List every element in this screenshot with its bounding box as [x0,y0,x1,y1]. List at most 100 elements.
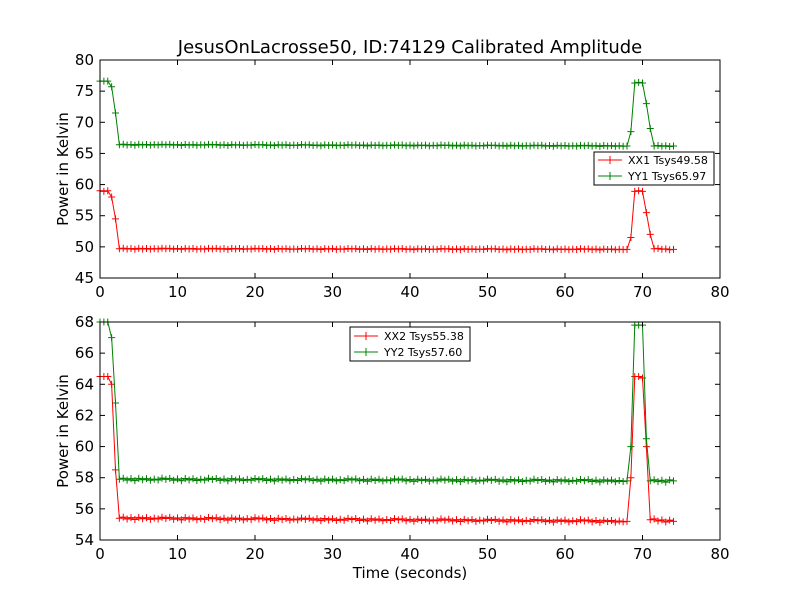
data-point-marker [135,474,143,482]
data-point-marker [360,475,367,483]
data-point-marker [251,474,259,482]
data-point-marker [530,515,538,523]
bottom-legend-entry-1: YY2 Tsys57.60 [354,346,462,359]
data-point-marker [228,141,236,149]
data-point-marker [236,245,243,253]
data-point-marker [565,518,573,526]
data-point-marker [154,141,162,149]
x-tick-label: 30 [323,283,342,301]
data-point-marker [278,476,286,484]
data-point-marker [301,515,309,523]
data-point-marker [422,515,429,523]
data-point-marker [398,141,406,149]
data-point-marker [375,515,383,523]
data-point-marker [220,245,228,253]
data-point-marker [267,245,274,253]
data-point-marker [542,142,550,150]
data-point-marker [619,477,627,485]
x-tick-label: 80 [710,545,729,563]
data-point-marker [228,514,236,522]
bottom-legend-box [349,326,471,362]
data-point-marker [309,516,317,524]
data-point-marker [363,477,371,485]
data-point-marker [580,517,588,525]
legend-label-yy1: YY1 Tsys65.97 [627,170,706,183]
data-point-marker [433,142,441,150]
data-point-marker [670,477,677,485]
data-point-marker [437,475,445,483]
data-point-marker [608,476,615,484]
data-point-marker [321,515,329,523]
data-point-marker [236,514,243,522]
data-point-marker [356,477,364,485]
data-point-marker [212,474,220,482]
data-point-marker [313,475,321,483]
data-point-marker [402,477,410,485]
data-point-marker [557,517,565,525]
data-point-marker [282,514,290,522]
data-point-marker [476,516,484,524]
data-point-marker [267,475,274,483]
top-legend-entry-0: XX1 Tsys49.58 [598,154,708,167]
data-point-marker [243,475,251,483]
data-point-marker [154,476,162,484]
data-point-marker [139,515,147,523]
data-point-marker [553,516,561,524]
data-point-marker [654,478,662,486]
data-point-marker [367,515,375,523]
data-point-marker [216,516,224,524]
data-point-marker [623,142,631,150]
data-point-marker [515,245,522,253]
data-point-marker [212,514,220,522]
data-point-marker [115,514,123,522]
bottom-y-axis-label: Power in Kelvin [54,374,72,488]
data-point-marker [588,142,596,150]
data-point-marker [569,517,577,525]
data-point-marker [224,516,232,524]
data-point-marker [177,516,185,524]
data-point-marker [247,245,255,253]
data-point-marker [495,477,503,485]
data-point-marker [104,187,112,195]
bottom-subplot: 0 10 20 30 40 50 60 70 80 54 56 58 60 62 64 66 68 Power … [54,313,730,582]
data-point-marker [518,518,526,526]
data-point-marker [507,141,515,149]
data-point-marker [596,478,604,486]
data-point-marker [309,477,317,485]
top-legend-box [593,151,715,186]
data-point-marker [309,245,317,253]
data-point-marker [181,140,189,148]
data-point-marker [515,141,522,149]
data-point-marker [406,245,414,253]
data-point-marker [383,516,391,524]
data-point-marker [344,514,352,522]
data-point-marker [325,516,333,524]
data-point-marker [251,514,259,522]
data-point-marker [433,517,441,525]
data-point-marker [367,141,375,149]
data-point-marker [398,475,406,483]
data-point-marker [177,141,185,149]
data-point-marker [418,477,426,485]
data-point-marker [437,245,445,253]
data-point-marker [600,476,608,484]
data-point-marker [177,477,185,485]
data-point-marker [356,142,364,150]
data-point-marker [267,141,274,149]
data-point-marker [650,515,658,523]
data-point-marker [449,142,457,150]
data-point-marker [123,245,131,253]
data-point-marker [170,515,178,523]
data-point-marker [352,515,360,523]
data-point-marker [588,246,596,254]
data-point-marker [170,476,178,484]
data-point-marker [619,518,627,526]
data-point-marker [577,475,584,483]
data-point-marker [666,476,674,484]
y-tick-label: 80 [75,51,94,69]
data-point-marker [425,517,433,525]
data-point-marker [526,517,534,525]
x-tick-label: 50 [478,283,497,301]
data-point-marker [453,476,460,484]
data-point-marker [662,142,670,150]
